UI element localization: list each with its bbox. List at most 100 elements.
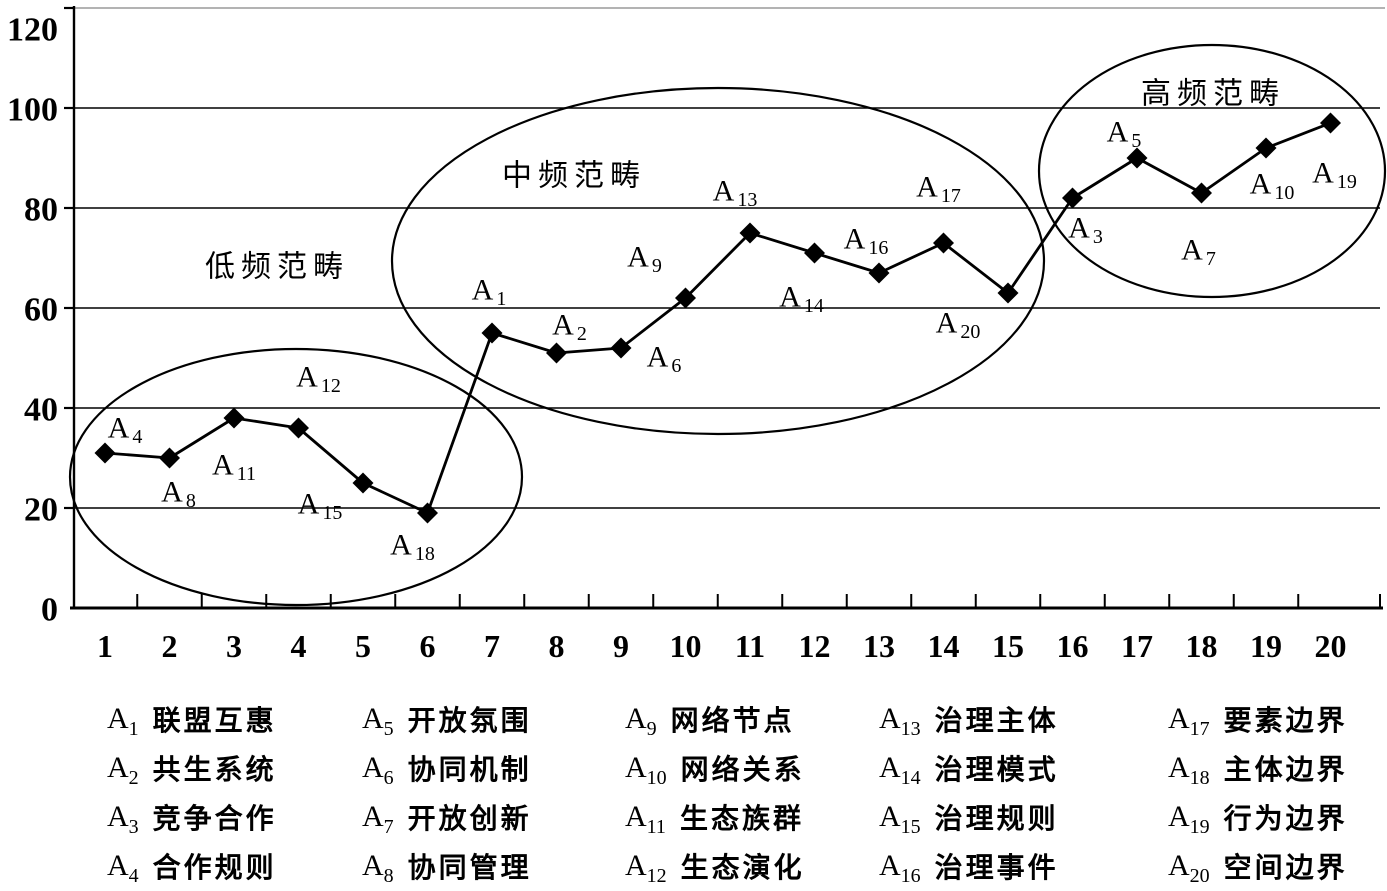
x-tick-label-5: 5 bbox=[355, 628, 371, 664]
data-point-marker-A15 bbox=[352, 472, 374, 494]
legend-item-A7: A7 开放创新 bbox=[362, 792, 625, 841]
point-label-sub-A5: 5 bbox=[1131, 130, 1141, 152]
point-label-A19: A 19 bbox=[1312, 157, 1357, 194]
legend-symbol-sub-12: 12 bbox=[646, 864, 667, 887]
data-point-marker-A13 bbox=[739, 222, 761, 244]
legend-item-A17: A17 要素边界 bbox=[1168, 694, 1381, 743]
point-label-A20: A 20 bbox=[936, 307, 981, 344]
point-label-sub-A11: 11 bbox=[237, 463, 256, 485]
legend-term-A15: 治理规则 bbox=[934, 803, 1059, 835]
legend-symbol-A20: A20 bbox=[1168, 848, 1210, 887]
data-point-marker-A4 bbox=[94, 442, 116, 464]
legend-symbol-sub-4: 4 bbox=[128, 864, 139, 887]
legend-column-4: A13 治理主体 A14 治理模式 A15 治理规则 A16 治理事件 bbox=[879, 694, 1168, 890]
legend-symbol-A15: A15 bbox=[879, 799, 921, 838]
data-point-marker-A8 bbox=[159, 447, 180, 469]
legend-item-A20: A20 空间边界 bbox=[1168, 841, 1381, 890]
data-point-marker-A11 bbox=[223, 407, 245, 429]
x-tick-label-15: 15 bbox=[992, 628, 1024, 664]
point-label-sub-A16: 16 bbox=[868, 237, 888, 259]
legend-item-A6: A6 协同机制 bbox=[362, 743, 625, 792]
legend-term-A20: 空间边界 bbox=[1223, 852, 1348, 884]
legend-term-A13: 治理主体 bbox=[934, 705, 1059, 737]
legend-term-A5: 开放氛围 bbox=[407, 705, 532, 737]
legend-symbol-A1: A1 bbox=[107, 701, 139, 740]
legend-item-A14: A14 治理模式 bbox=[879, 743, 1168, 792]
cluster-label-3: 高频范畴 bbox=[1141, 78, 1285, 111]
legend-term-A16: 治理事件 bbox=[934, 852, 1059, 884]
x-tick-label-18: 18 bbox=[1186, 628, 1218, 664]
legend-symbol-sub-8: 8 bbox=[383, 864, 394, 887]
data-point-marker-A1 bbox=[481, 322, 503, 344]
legend-symbol-sub-17: 17 bbox=[1189, 717, 1210, 740]
y-tick-label-60: 60 bbox=[24, 292, 58, 329]
data-point-marker-A18 bbox=[417, 502, 438, 524]
data-point-marker-A6 bbox=[610, 337, 632, 359]
legend-column-3: A9 网络节点 A10 网络关系 A11 生态族群 A12 生态演化 bbox=[625, 694, 879, 890]
legend-symbol-A16: A16 bbox=[879, 848, 921, 887]
legend-item-A15: A15 治理规则 bbox=[879, 792, 1168, 841]
legend-symbol-sub-18: 18 bbox=[1189, 766, 1210, 789]
legend-item-A16: A16 治理事件 bbox=[879, 841, 1168, 890]
legend-term-A4: 合作规则 bbox=[152, 852, 277, 884]
data-point-marker-A17 bbox=[933, 232, 954, 254]
x-tick-label-10: 10 bbox=[670, 628, 702, 664]
x-tick-label-14: 14 bbox=[928, 628, 960, 664]
legend-item-A3: A3 竞争合作 bbox=[107, 792, 362, 841]
x-tick-label-2: 2 bbox=[162, 628, 178, 664]
point-label-sub-A20: 20 bbox=[960, 321, 980, 343]
x-tick-label-16: 16 bbox=[1057, 628, 1089, 664]
y-tick-label-20: 20 bbox=[24, 492, 58, 529]
x-tick-label-20: 20 bbox=[1315, 628, 1347, 664]
point-label-A13: A 13 bbox=[713, 175, 758, 212]
x-tick-label-8: 8 bbox=[549, 628, 565, 664]
point-label-sub-A3: 3 bbox=[1093, 226, 1103, 248]
x-tick-label-6: 6 bbox=[420, 628, 436, 664]
point-label-sub-A8: 8 bbox=[186, 490, 196, 512]
legend-symbol-sub-7: 7 bbox=[383, 815, 394, 838]
data-point-marker-A12 bbox=[288, 417, 309, 439]
legend-symbol-sub-1: 1 bbox=[128, 717, 139, 740]
legend-term-A8: 协同管理 bbox=[407, 852, 532, 884]
legend-item-A12: A12 生态演化 bbox=[625, 841, 879, 890]
x-tick-label-9: 9 bbox=[613, 628, 629, 664]
legend-term-A6: 协同机制 bbox=[407, 754, 532, 786]
y-tick-label-100: 100 bbox=[7, 92, 58, 129]
cluster-label-1: 低频范畴 bbox=[205, 251, 349, 284]
legend-term-A18: 主体边界 bbox=[1223, 754, 1348, 786]
y-tick-label-40: 40 bbox=[24, 392, 58, 429]
data-point-marker-A19 bbox=[1320, 112, 1341, 134]
legend-symbol-sub-2: 2 bbox=[128, 766, 139, 789]
point-label-A10: A 10 bbox=[1250, 168, 1295, 205]
legend-item-A19: A19 行为边界 bbox=[1168, 792, 1381, 841]
x-tick-label-12: 12 bbox=[799, 628, 831, 664]
data-line bbox=[104, 121, 1332, 515]
data-point-marker-A14 bbox=[804, 242, 825, 264]
legend-symbol-sub-6: 6 bbox=[383, 766, 394, 789]
data-point-marker-A10 bbox=[1255, 137, 1277, 159]
y-tick-label-0: 0 bbox=[41, 592, 58, 629]
legend-symbol-A10: A10 bbox=[625, 750, 667, 789]
point-label-sub-A14: 14 bbox=[804, 295, 824, 317]
legend-item-A9: A9 网络节点 bbox=[625, 694, 879, 743]
point-label-A15: A 15 bbox=[298, 488, 343, 525]
point-label-sub-A12: 12 bbox=[321, 375, 341, 397]
legend-symbol-sub-5: 5 bbox=[383, 717, 394, 740]
point-label-sub-A18: 18 bbox=[415, 543, 435, 565]
data-point-marker-A3 bbox=[1062, 187, 1083, 209]
legend-symbol-A5: A5 bbox=[362, 701, 394, 740]
point-label-A17: A 17 bbox=[916, 171, 961, 208]
high-frequency-ellipse bbox=[1037, 43, 1387, 299]
data-point-marker-A7 bbox=[1191, 182, 1212, 204]
legend-symbol-A7: A7 bbox=[362, 799, 394, 838]
x-tick-label-3: 3 bbox=[226, 628, 242, 664]
legend-term-A19: 行为边界 bbox=[1223, 803, 1348, 835]
point-label-A18: A 18 bbox=[390, 529, 435, 566]
data-point-marker-A5 bbox=[1126, 147, 1148, 169]
legend-symbol-A9: A9 bbox=[625, 701, 657, 740]
legend-symbol-A4: A4 bbox=[107, 848, 139, 887]
